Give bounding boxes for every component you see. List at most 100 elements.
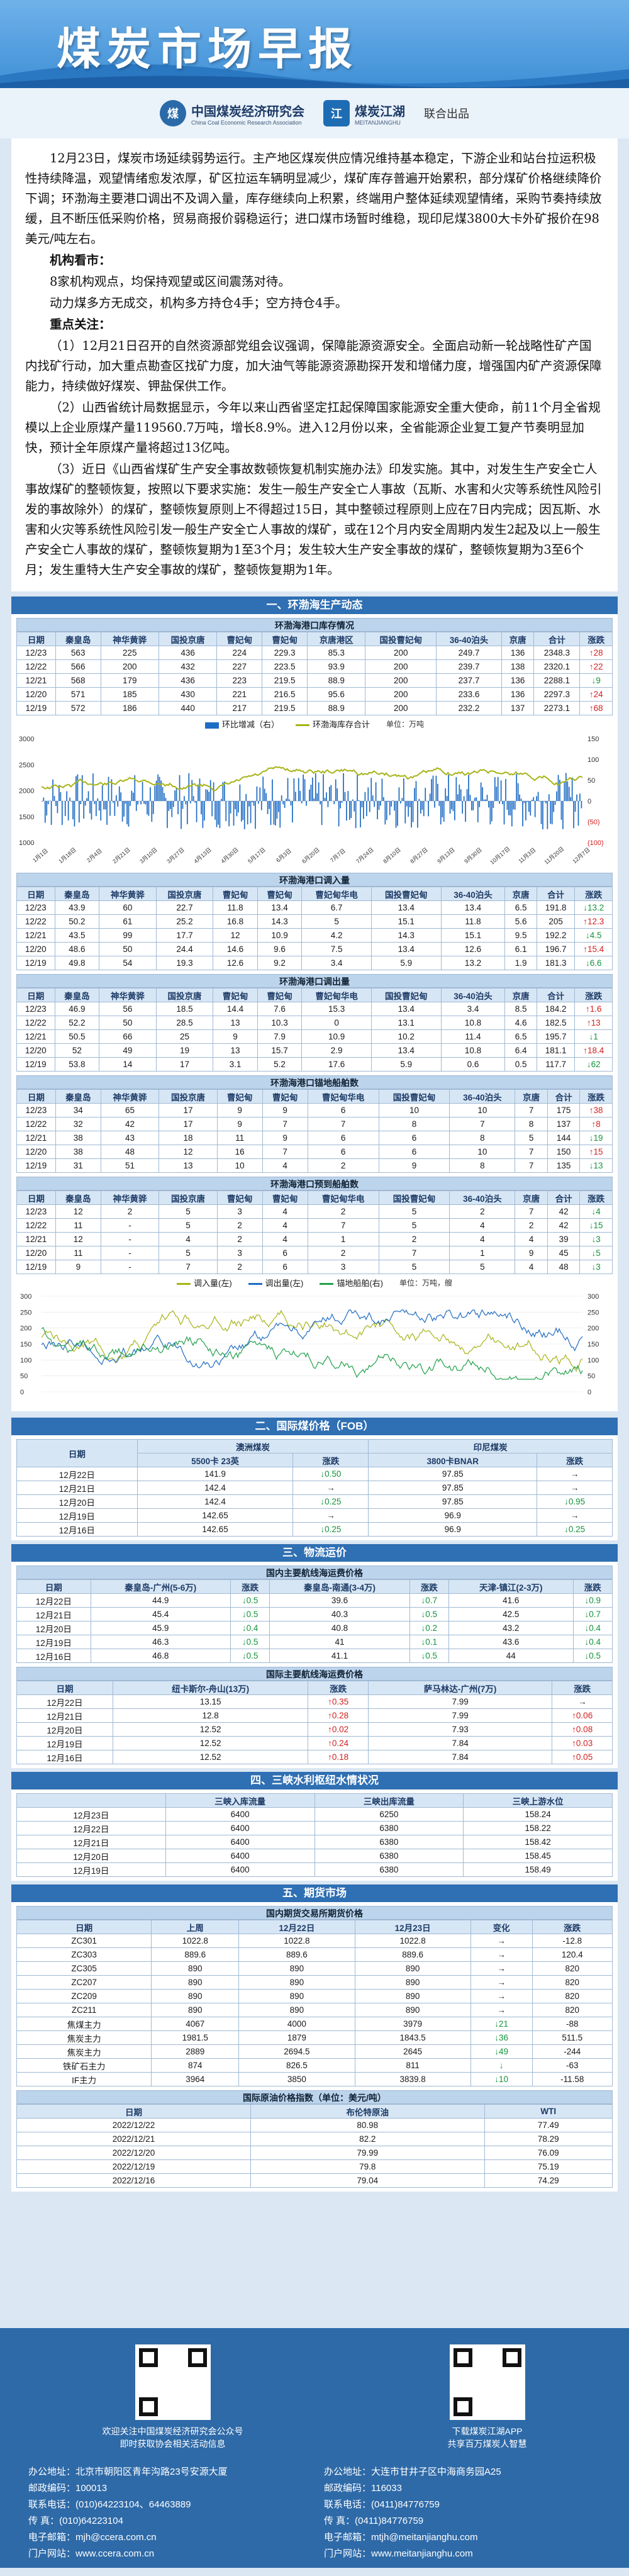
table-cell: 182.5 xyxy=(537,1016,575,1030)
table-header-cell: 涨跌 xyxy=(308,1681,369,1695)
chart1-bar xyxy=(527,801,528,802)
chart2-legend-a: 调入量(左) xyxy=(177,1277,232,1289)
table-cell: 1.9 xyxy=(505,956,537,970)
chart1-right-tick: 150 xyxy=(587,736,599,743)
table-cell: 224 xyxy=(217,646,262,660)
table-cell: 39 xyxy=(547,1233,580,1246)
chart1-bar xyxy=(414,788,415,801)
table-cell: 14.6 xyxy=(213,943,258,956)
table-cell: 7 xyxy=(515,1145,548,1159)
chart1-bar xyxy=(406,801,408,807)
table-cell: 11.8 xyxy=(441,915,505,929)
chart1-x-tick: 6月20日 xyxy=(301,846,321,865)
chart1-bar xyxy=(48,801,49,804)
table-cell: 50 xyxy=(99,943,157,956)
table-cell: 12 xyxy=(55,1233,101,1246)
table-cell: 10 xyxy=(217,1159,262,1173)
table-cell: ↓ xyxy=(470,2059,532,2073)
table-cell: -244 xyxy=(532,2045,612,2059)
chart1-bar xyxy=(343,773,344,801)
chart1-bar xyxy=(123,801,125,817)
chart1-bar xyxy=(228,801,230,826)
table-cell: - xyxy=(101,1246,159,1260)
table-cell: 137 xyxy=(501,702,533,715)
table-cell: 2889 xyxy=(152,2045,239,2059)
contact-line: 邮政编码：100013 xyxy=(28,2480,305,2497)
table-cell: ↓62 xyxy=(575,1058,613,1072)
outflow-table-caption: 环渤海港口调出量 xyxy=(16,974,613,988)
chart1-bar xyxy=(159,777,160,801)
table-cell: 48 xyxy=(547,1260,580,1274)
intl-freight-caption: 国际主要航线海运费价格 xyxy=(16,1667,613,1681)
table-cell: 12月23日 xyxy=(17,1808,166,1822)
chart1-x-tick: 1月1日 xyxy=(31,848,49,864)
table-header-cell: 秦皇岛-南通(3-4万) xyxy=(270,1580,409,1594)
chart1-bar xyxy=(284,801,286,808)
chart1-bar xyxy=(265,793,267,801)
table-cell: 15.3 xyxy=(302,1002,372,1016)
table-cell: 572 xyxy=(55,702,101,715)
table-cell: 13.4 xyxy=(371,1044,441,1058)
table-cell: 9 xyxy=(55,1260,101,1274)
contact-website[interactable]: 门户网站：www.ccera.com.cn xyxy=(28,2546,305,2562)
chart2-legend-a-label: 调入量(左) xyxy=(194,1279,232,1288)
table-cell: 45 xyxy=(547,1246,580,1260)
table-cell: 158.24 xyxy=(464,1808,613,1822)
chart1-bar xyxy=(457,794,459,801)
focus-heading: 重点关注： xyxy=(25,315,604,335)
table-cell: -88 xyxy=(532,2017,612,2031)
chart1-bar xyxy=(298,778,299,801)
contact-email[interactable]: 电子邮箱：mjh@ccera.com.cn xyxy=(28,2529,305,2546)
table-cell: 432 xyxy=(159,660,216,674)
table-cell: 43.2 xyxy=(449,1621,573,1635)
chart1-bar xyxy=(82,775,83,801)
chart1-bar xyxy=(154,786,155,801)
table-cell: 6.5 xyxy=(505,1030,537,1044)
table-cell: 0.5 xyxy=(505,1058,537,1072)
chart1-bar xyxy=(257,787,258,801)
table-cell: ↓5 xyxy=(580,1246,613,1260)
contact-email[interactable]: 电子邮箱：mtjh@meitanjianghu.com xyxy=(324,2529,601,2546)
chart2-legend-b-label: 调出量(左) xyxy=(265,1279,304,1288)
table-cell: 46.3 xyxy=(91,1635,230,1649)
table-cell: 2022/12/20 xyxy=(17,2146,251,2160)
chart1-bar xyxy=(69,798,70,801)
chart1-bar xyxy=(216,801,218,827)
chart1-bar xyxy=(544,801,545,802)
table-cell: 96.9 xyxy=(369,1509,537,1523)
chart1-bar xyxy=(581,801,582,809)
contact-website[interactable]: 门户网站：www.meitanjianghu.com xyxy=(324,2546,601,2562)
fob-col: 涨跌 xyxy=(293,1453,369,1467)
chart1-legend-bar: 环比增减（右） xyxy=(205,718,279,730)
table-header-cell: 涨跌 xyxy=(573,1580,613,1594)
table-cell: 12/19 xyxy=(17,956,55,970)
table-cell: 10 xyxy=(450,1145,515,1159)
chart1-bar xyxy=(162,787,164,801)
chart1-bar xyxy=(184,796,185,801)
chart1-bar xyxy=(42,801,43,802)
chart1-bar xyxy=(117,801,118,807)
chart1-bar xyxy=(404,801,406,824)
table-cell: 46.8 xyxy=(91,1649,230,1663)
chart1-bar xyxy=(357,775,358,801)
chart1-bar xyxy=(164,793,165,801)
table-cell: 9.5 xyxy=(505,929,537,943)
table-cell: 82.2 xyxy=(250,2132,484,2146)
table-cell: 8 xyxy=(450,1159,515,1173)
table-cell: 136 xyxy=(501,646,533,660)
chart1-x-tick: 9月13日 xyxy=(436,846,456,865)
table-cell: 2320.1 xyxy=(534,660,580,674)
chart1-bar xyxy=(498,777,499,801)
chart1-bar xyxy=(579,793,581,801)
chart1-left-tick: 2000 xyxy=(19,788,34,795)
table-cell: 3.4 xyxy=(441,1002,505,1016)
chart1-unit: 单位：万吨 xyxy=(386,719,424,729)
